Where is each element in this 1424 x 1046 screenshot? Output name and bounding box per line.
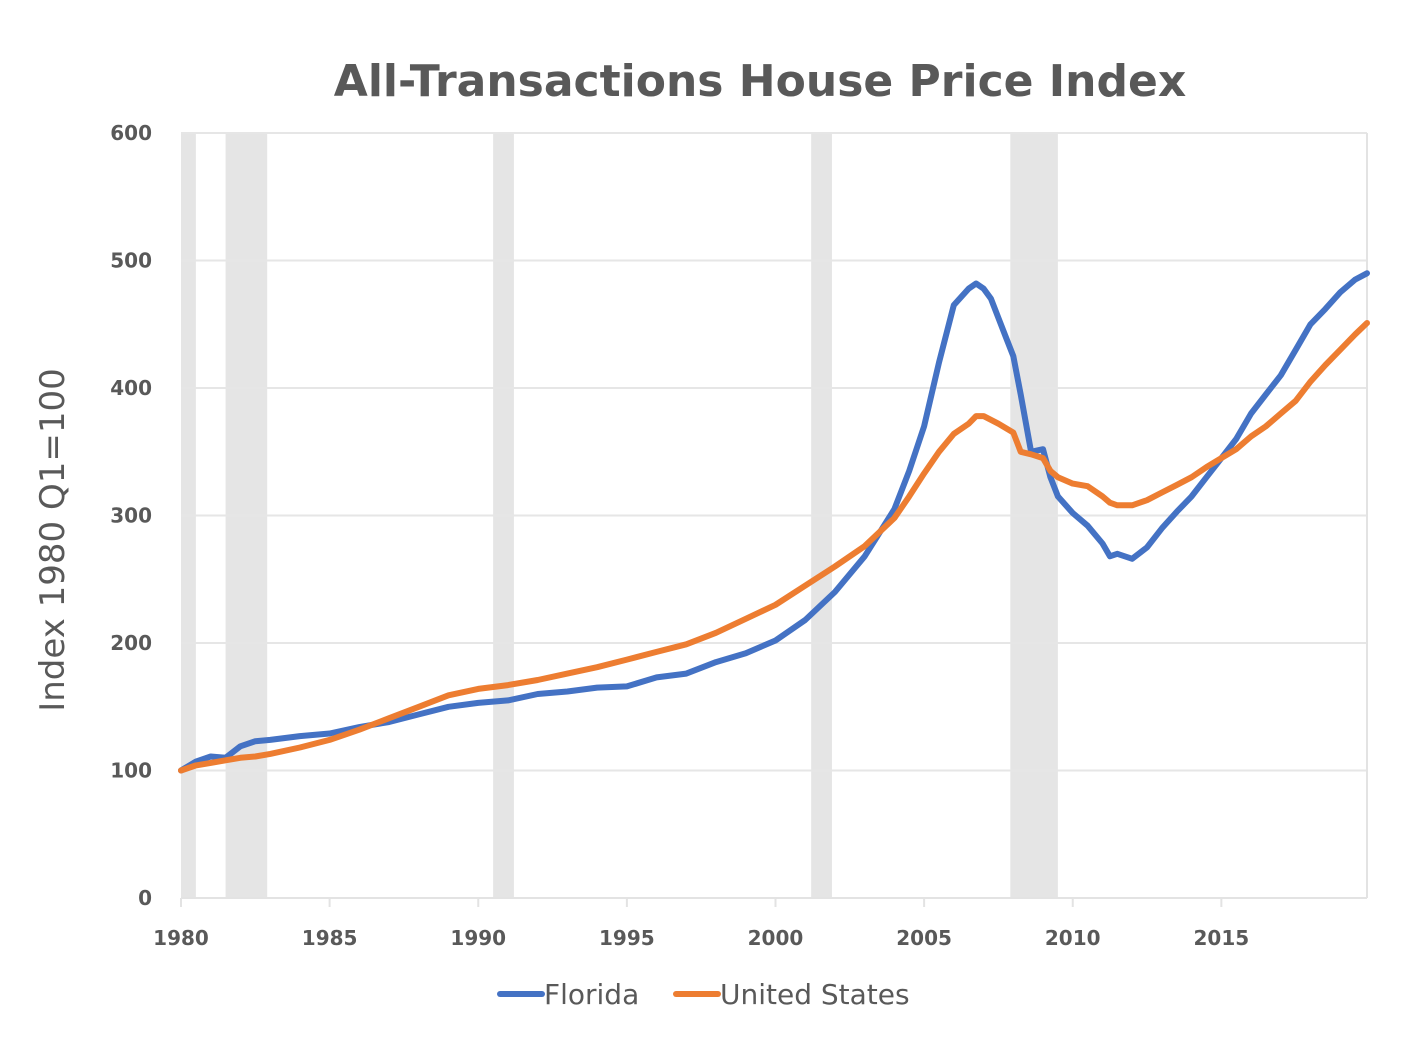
legend-item-florida[interactable]: Florida (497, 978, 639, 1011)
x-tick-label-2015: 2015 (1194, 926, 1250, 950)
x-tick-label-2005: 2005 (896, 926, 952, 950)
y-tick-label-400: 400 (110, 376, 152, 400)
x-axis (180, 133, 1368, 907)
legend-item-united-states[interactable]: United States (673, 978, 910, 1011)
y-tick-label-600: 600 (110, 121, 152, 145)
x-tick-label-2010: 2010 (1045, 926, 1101, 950)
y-tick-label-500: 500 (110, 249, 152, 273)
y-tick-label-100: 100 (110, 759, 152, 783)
gridlines (181, 132, 1367, 772)
y-axis-label: Index 1980 Q1=100 (33, 368, 73, 712)
y-tick-label-300: 300 (110, 504, 152, 528)
y-tick-label-200: 200 (110, 631, 152, 655)
y-tick-label-0: 0 (138, 886, 152, 910)
series-lines (178, 270, 1370, 774)
legend-label-united-states: United States (720, 978, 910, 1011)
legend-label-florida: Florida (544, 978, 639, 1011)
legend: Florida United States (497, 978, 910, 1011)
x-tick-label-1995: 1995 (599, 926, 655, 950)
x-tick-label-1980: 1980 (153, 926, 209, 950)
x-tick-label-2000: 2000 (748, 926, 804, 950)
series-line-florida (178, 270, 1370, 774)
x-tick-label-1990: 1990 (450, 926, 506, 950)
x-axis-ticks: 1980 1985 1990 1995 2000 2005 2010 2015 (153, 926, 1249, 950)
series-line-united-states (178, 320, 1370, 774)
x-tick-label-1985: 1985 (302, 926, 358, 950)
chart-title: All-Transactions House Price Index (334, 56, 1186, 107)
y-axis-ticks: 0 100 200 300 400 500 600 (110, 121, 152, 910)
